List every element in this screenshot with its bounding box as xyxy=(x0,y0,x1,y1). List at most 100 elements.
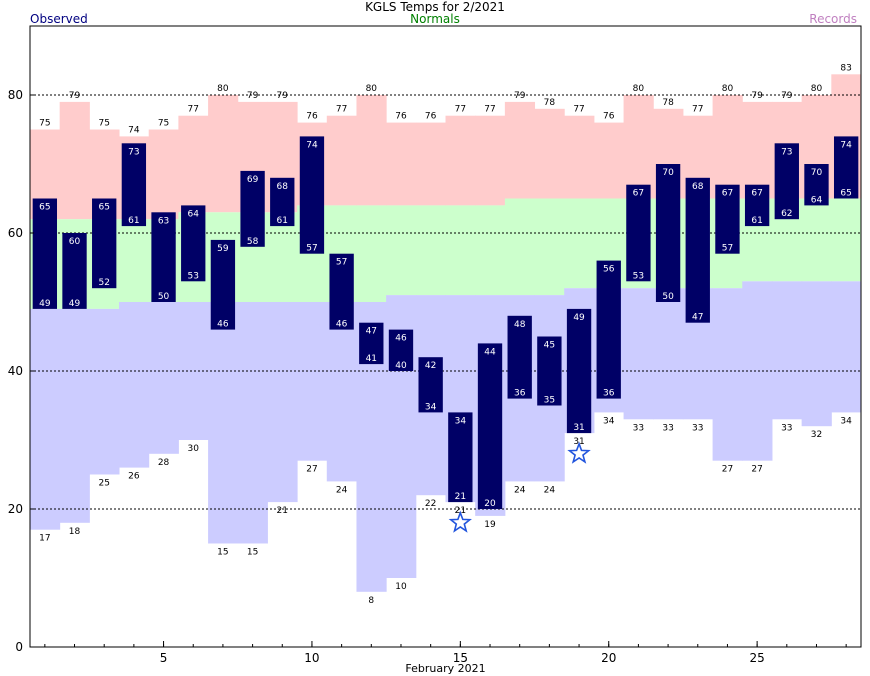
record-low-band xyxy=(297,302,328,461)
record-low-label: 17 xyxy=(39,534,50,544)
record-high-band xyxy=(59,101,90,220)
record-high-label: 79 xyxy=(751,91,763,101)
observed-bar xyxy=(388,329,414,371)
y-tick-label: 80 xyxy=(8,88,23,102)
record-high-band xyxy=(534,108,565,199)
record-low-band xyxy=(801,281,832,427)
observed-low-label: 57 xyxy=(306,244,317,254)
observed-bar xyxy=(359,322,384,365)
observed-low-label: 50 xyxy=(662,292,674,302)
record-high-band xyxy=(712,95,743,199)
observed-low-label: 40 xyxy=(395,361,407,371)
record-low-label: 28 xyxy=(158,458,170,468)
record-high-label: 77 xyxy=(573,105,584,115)
record-high-band xyxy=(475,115,506,206)
observed-bar xyxy=(774,143,799,220)
normal-band xyxy=(475,205,506,296)
observed-high-label: 74 xyxy=(306,140,318,150)
observed-low-label: 36 xyxy=(603,389,615,399)
normal-band xyxy=(534,198,565,296)
x-tick-label: 20 xyxy=(601,651,616,665)
observed-low-label: 35 xyxy=(544,396,555,406)
chart-title: KGLS Temps for 2/2021 xyxy=(365,0,505,14)
observed-high-label: 68 xyxy=(277,182,289,192)
record-high-label: 80 xyxy=(366,84,378,94)
record-high-label: 80 xyxy=(633,84,645,94)
observed-bar xyxy=(833,136,859,199)
record-low-label: 22 xyxy=(425,499,436,509)
observed-low-label: 65 xyxy=(840,189,851,199)
observed-high-label: 49 xyxy=(573,313,585,323)
record-low-label: 18 xyxy=(69,527,81,537)
record-high-label: 77 xyxy=(455,105,466,115)
record-low-label: 24 xyxy=(336,485,348,495)
record-high-label: 75 xyxy=(158,119,169,129)
observed-bar xyxy=(507,315,532,399)
observed-low-label: 41 xyxy=(366,354,377,364)
record-low-label: 33 xyxy=(692,423,703,433)
x-tick-label: 5 xyxy=(160,651,168,665)
record-high-band xyxy=(445,115,476,206)
x-tick-label: 10 xyxy=(304,651,319,665)
observed-bar xyxy=(329,253,354,330)
record-low-band xyxy=(208,302,239,544)
observed-bar xyxy=(151,212,176,302)
observed-high-label: 69 xyxy=(247,175,259,185)
record-high-band xyxy=(564,115,595,199)
normal-band xyxy=(356,205,387,302)
record-high-label: 76 xyxy=(425,112,437,122)
observed-low-label: 46 xyxy=(336,320,348,330)
observed-high-label: 74 xyxy=(840,140,852,150)
record-low-label: 24 xyxy=(544,485,556,495)
record-high-label: 74 xyxy=(128,125,140,135)
record-low-label: 34 xyxy=(840,416,852,426)
record-low-label: 24 xyxy=(514,485,526,495)
observed-high-label: 56 xyxy=(603,265,615,275)
normal-band xyxy=(415,205,446,296)
observed-high-label: 73 xyxy=(781,147,792,157)
plot-frame xyxy=(29,25,862,648)
observed-bar xyxy=(92,198,117,289)
observed-bar xyxy=(270,177,295,227)
record-high-band xyxy=(356,95,387,206)
observed-high-label: 67 xyxy=(722,189,733,199)
record-low-label: 33 xyxy=(662,423,673,433)
record-low-band xyxy=(653,288,684,420)
normal-band xyxy=(504,198,536,296)
observed-high-label: 60 xyxy=(69,237,81,247)
record-high-band xyxy=(742,101,773,199)
record-low-star-icon xyxy=(448,510,472,533)
observed-low-label: 50 xyxy=(158,292,170,302)
observed-high-label: 65 xyxy=(98,203,109,213)
observed-low-label: 61 xyxy=(128,216,139,226)
observed-low-label: 49 xyxy=(69,299,81,309)
record-low-label: 33 xyxy=(633,423,644,433)
observed-high-label: 64 xyxy=(188,209,200,219)
observed-high-label: 34 xyxy=(455,416,467,426)
record-low-label: 34 xyxy=(603,416,615,426)
record-high-band xyxy=(593,122,625,199)
normal-band xyxy=(801,198,832,282)
record-high-label: 77 xyxy=(336,105,347,115)
record-high-label: 77 xyxy=(484,105,495,115)
record-low-band xyxy=(237,302,268,544)
observed-high-label: 47 xyxy=(366,327,377,337)
legend-normals: Normals xyxy=(410,12,460,26)
record-high-label: 76 xyxy=(395,112,407,122)
observed-bar xyxy=(744,184,770,227)
observed-high-label: 48 xyxy=(514,320,526,330)
observed-low-label: 58 xyxy=(247,237,259,247)
observed-bar xyxy=(299,136,325,254)
observed-bar xyxy=(210,239,236,330)
normal-band xyxy=(386,205,417,296)
record-high-label: 78 xyxy=(544,98,556,108)
record-low-band xyxy=(771,281,803,420)
observed-high-label: 45 xyxy=(544,341,555,351)
record-high-label: 80 xyxy=(811,84,823,94)
observed-high-label: 59 xyxy=(217,244,229,254)
record-low-label: 15 xyxy=(217,548,228,558)
record-low-label: 8 xyxy=(368,596,374,606)
record-low-label: 27 xyxy=(722,465,733,475)
record-low-label: 15 xyxy=(247,548,258,558)
observed-low-label: 20 xyxy=(484,499,496,509)
